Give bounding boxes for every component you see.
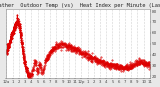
Title: Milwaukee Weather  Outdoor Temp (vs)  Heat Index per Minute (Last 24 Hours): Milwaukee Weather Outdoor Temp (vs) Heat… bbox=[0, 3, 160, 8]
